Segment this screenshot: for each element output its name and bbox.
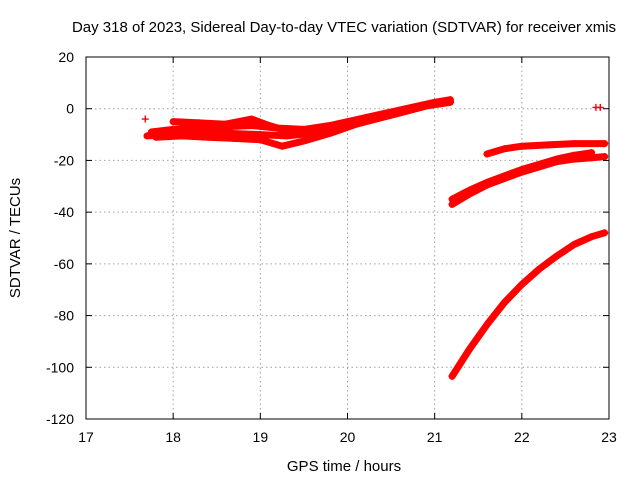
data-point	[500, 175, 508, 183]
y-tick-label: -80	[54, 308, 74, 324]
y-tick-label: -120	[46, 411, 74, 427]
data-point	[230, 134, 238, 142]
x-tick-label: 23	[601, 429, 617, 445]
x-tick-label: 17	[78, 429, 94, 445]
x-axis-label: GPS time / hours	[287, 458, 401, 475]
data-point	[518, 168, 526, 176]
y-tick-label: 20	[58, 49, 74, 65]
data-point	[483, 181, 491, 189]
data-point	[169, 118, 177, 126]
data-point	[570, 140, 578, 148]
grid-layer	[86, 57, 609, 419]
data-point	[282, 127, 290, 135]
data-point	[448, 372, 456, 380]
data-point	[248, 122, 256, 130]
data-point	[141, 115, 149, 123]
data-point	[147, 128, 155, 136]
x-tick-label: 19	[253, 429, 269, 445]
data-point	[309, 125, 317, 133]
y-axis-label: SDTVAR / TECUs	[7, 178, 24, 298]
data-point	[596, 103, 604, 111]
data-point	[448, 200, 456, 208]
data-point	[570, 155, 578, 163]
data-point	[300, 137, 308, 145]
data-point	[387, 111, 395, 119]
data-point	[588, 233, 596, 241]
data-point	[466, 345, 474, 353]
data-point	[601, 229, 609, 237]
series-band	[448, 153, 609, 208]
data-point	[256, 136, 264, 144]
y-tick-label: -20	[54, 152, 74, 168]
data-point	[518, 281, 526, 289]
data-point	[278, 142, 286, 150]
data-series	[448, 153, 609, 208]
x-tick-label: 18	[165, 429, 181, 445]
data-point	[601, 140, 609, 148]
x-tick-label: 20	[340, 429, 356, 445]
data-point	[169, 125, 177, 133]
data-point	[446, 98, 454, 106]
data-point	[221, 120, 229, 128]
series-band	[448, 229, 609, 380]
plot-frame	[85, 56, 610, 420]
data-point	[326, 122, 334, 130]
data-point	[152, 133, 160, 141]
data-point	[422, 102, 430, 110]
data-point	[195, 119, 203, 127]
data-point	[553, 158, 561, 166]
data-point	[553, 252, 561, 260]
data-point	[466, 190, 474, 198]
chart-title: Day 318 of 2023, Sidereal Day-to-day VTE…	[72, 19, 616, 36]
y-tick-label: -40	[54, 204, 74, 220]
data-series	[448, 229, 609, 380]
data-point	[544, 141, 552, 149]
data-point	[178, 132, 186, 140]
data-point	[483, 321, 491, 329]
data-point	[500, 145, 508, 153]
data-point	[248, 115, 256, 123]
data-point	[518, 142, 526, 150]
data-point	[588, 154, 596, 162]
data-point	[601, 153, 609, 161]
data-point	[352, 120, 360, 128]
y-tick-label: 0	[66, 101, 74, 117]
data-series	[152, 98, 454, 150]
series-layer	[141, 96, 609, 380]
data-point	[265, 122, 273, 130]
data-point	[535, 163, 543, 171]
data-point	[535, 265, 543, 273]
data-point	[570, 240, 578, 248]
data-point	[483, 150, 491, 158]
data-point	[143, 132, 151, 140]
y-tick-label: -60	[54, 256, 74, 272]
x-tick-label: 21	[427, 429, 443, 445]
data-series	[141, 103, 604, 123]
x-tick-label: 22	[514, 429, 530, 445]
data-series	[483, 140, 609, 158]
axis-layer: 17 18 19 20 21 22 23 -120 -100 -80 -60 -40 -20 0 20	[46, 49, 617, 445]
data-point	[204, 133, 212, 141]
data-point	[500, 299, 508, 307]
y-tick-label: -100	[46, 359, 74, 375]
data-series	[169, 115, 317, 135]
data-point	[326, 129, 334, 137]
series-band	[152, 98, 454, 150]
series-band	[483, 140, 609, 158]
